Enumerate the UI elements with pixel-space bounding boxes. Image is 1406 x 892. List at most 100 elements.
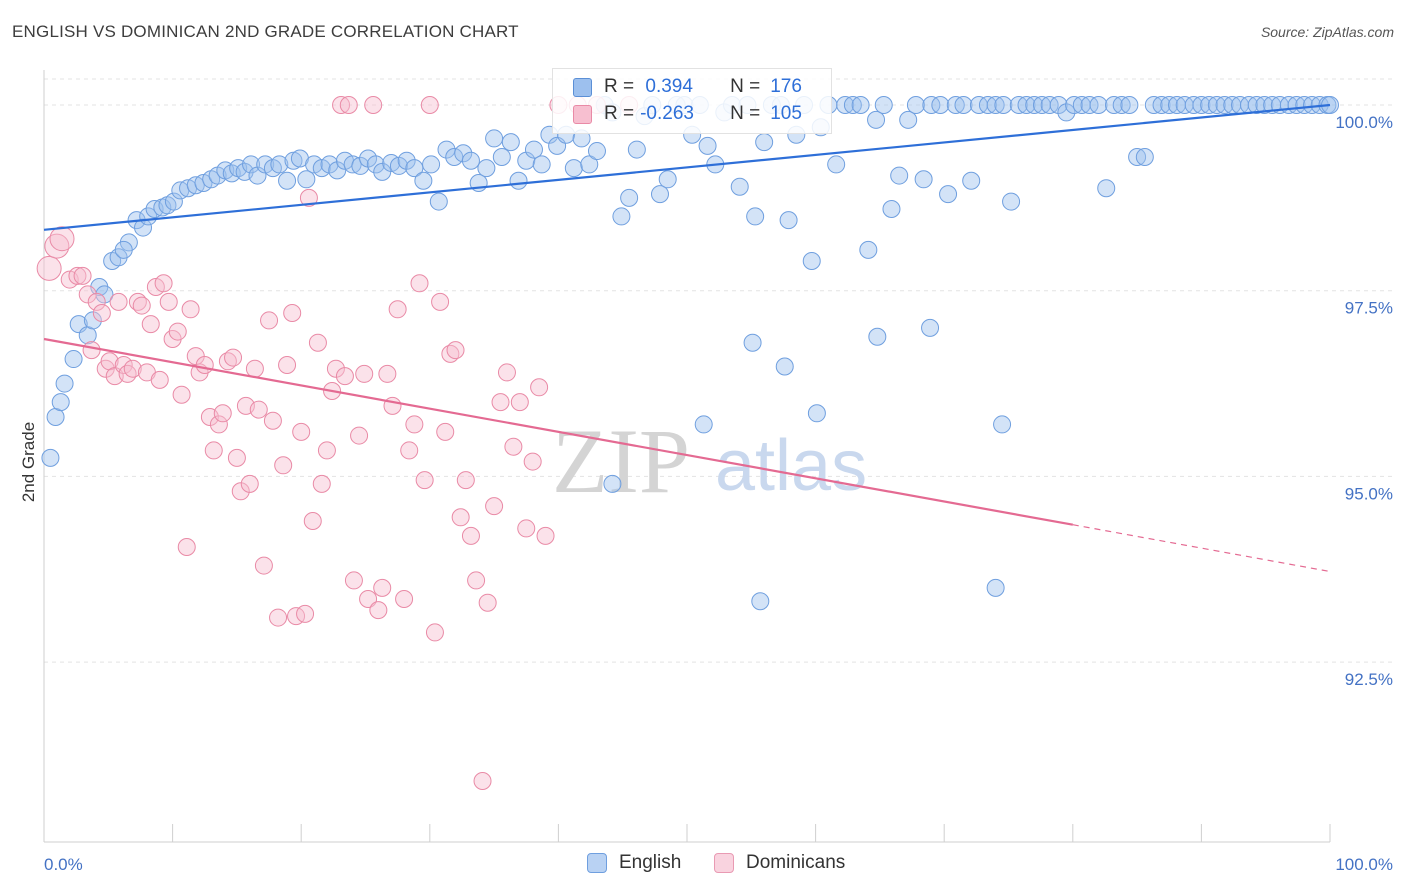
r-value: 0.394 (640, 76, 693, 97)
dominican-point (227, 448, 246, 467)
y-tick-label: 97.5% (1345, 299, 1393, 318)
english-point (746, 207, 765, 226)
english-point (899, 110, 918, 129)
english-point (343, 155, 362, 174)
dominican-point (254, 556, 273, 575)
dominican-point (283, 304, 302, 322)
dominican-point (303, 512, 322, 530)
english-point (1215, 96, 1234, 114)
english-point (445, 148, 464, 166)
english-point (751, 592, 770, 611)
english-point (851, 96, 870, 114)
english-point (1057, 103, 1076, 122)
english-point (134, 218, 153, 237)
english-point (532, 155, 551, 174)
english-point (1152, 96, 1171, 114)
dominican-point (274, 456, 293, 475)
english-point (429, 192, 448, 211)
dominican-point (78, 285, 97, 304)
english-point (755, 133, 774, 152)
dominican-point (451, 508, 470, 527)
trend-lines (43, 103, 1331, 573)
n-label: N = (730, 103, 761, 124)
dominican-point (132, 296, 151, 315)
n-label: N = (730, 76, 761, 97)
english-point (1207, 96, 1226, 114)
english-point (986, 578, 1005, 597)
english-point (914, 170, 933, 189)
y-tick-label: 92.5% (1345, 670, 1393, 689)
english-point (422, 155, 441, 174)
data-points (36, 96, 1339, 790)
english-point (1200, 96, 1219, 114)
stats-legend: R = 0.394 N = 176 R = -0.263 N = 105 (552, 68, 832, 134)
english-point (270, 155, 289, 174)
dominican-point (263, 411, 282, 430)
dominican-point (388, 300, 407, 319)
legend-label: English (619, 852, 682, 873)
english-point (836, 96, 855, 114)
dominican-point (504, 437, 523, 456)
english-point (41, 448, 60, 467)
dominican-trend-line (43, 337, 1073, 526)
english-trend-line (43, 103, 1331, 231)
english-point (1025, 96, 1044, 114)
dominican-point (231, 482, 250, 501)
english-point (993, 415, 1012, 434)
dominican-point (118, 364, 137, 383)
english-point (1002, 192, 1021, 211)
series-legend: English Dominicans (0, 852, 1406, 878)
dominican-point (415, 471, 434, 490)
watermark-atlas: atlas (715, 426, 867, 506)
stats-row-dominicans: R = -0.263 N = 105 (573, 102, 802, 126)
english-point (1160, 96, 1179, 114)
english-point (939, 185, 958, 204)
dominican-point (172, 385, 191, 404)
dominican-point (536, 526, 555, 545)
english-point (867, 110, 886, 129)
english-point (397, 151, 416, 170)
english-point (1080, 96, 1099, 114)
dominican-point (87, 292, 106, 311)
english-point (564, 159, 583, 178)
english-point (921, 318, 940, 337)
english-point (1065, 96, 1084, 114)
legend-item-english[interactable]: English (587, 852, 681, 874)
dominican-point (332, 96, 351, 114)
english-point (962, 171, 981, 190)
dominican-point (168, 322, 187, 341)
english-point (83, 311, 102, 330)
english-point (477, 159, 496, 178)
legend-item-dominicans[interactable]: Dominicans (714, 852, 845, 874)
y-axis-label: 2nd Grade (19, 422, 38, 502)
r-value: -0.263 (640, 103, 694, 124)
english-point (1097, 179, 1116, 198)
legend-label: Dominicans (746, 852, 846, 873)
dominican-point (308, 333, 327, 352)
dominican-point (355, 364, 374, 383)
english-point (580, 155, 599, 174)
english-point (278, 171, 297, 190)
dominican-point (123, 359, 142, 378)
english-point (1017, 96, 1036, 114)
english-point (51, 393, 70, 412)
dominican-point (159, 292, 178, 311)
english-point (524, 140, 543, 159)
dominican-point (249, 400, 268, 419)
english-point (405, 159, 424, 178)
dominican-point (209, 415, 228, 434)
dominican-point (359, 590, 378, 608)
dominican-point (245, 359, 264, 378)
dominican-point (213, 404, 232, 423)
dominican-point (36, 255, 62, 281)
english-point (1295, 96, 1314, 114)
dominican-trend-extension (1072, 524, 1331, 573)
dominican-point (400, 441, 419, 460)
dominican-point (44, 233, 70, 259)
english-point (843, 96, 862, 114)
dominican-point (224, 348, 243, 367)
english-point (366, 155, 385, 174)
english-point (454, 144, 473, 163)
dominican-point (49, 226, 75, 252)
